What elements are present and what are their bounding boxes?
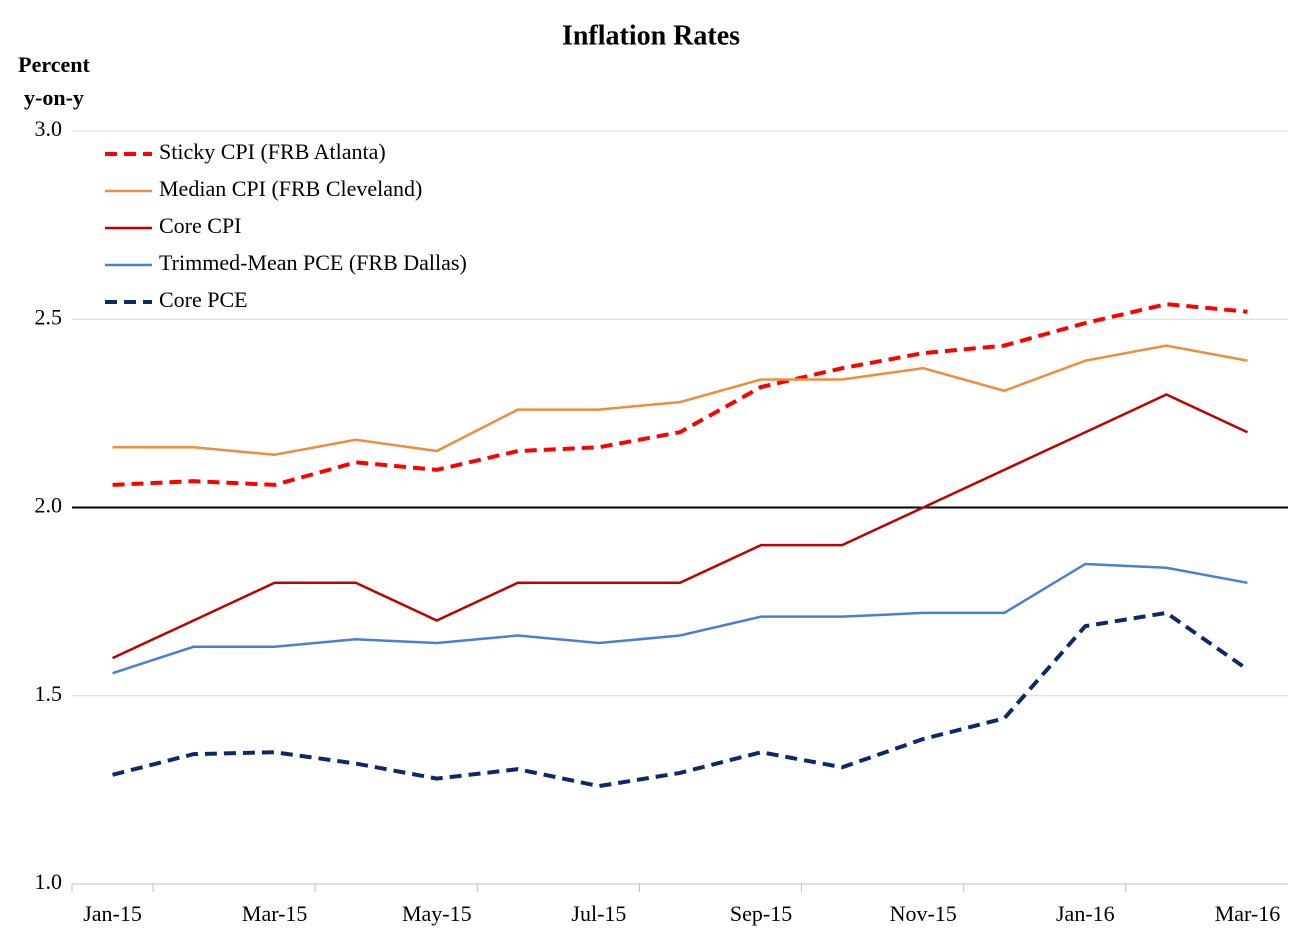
x-tick-label: Jan-15	[83, 901, 142, 926]
y-tick-label: 2.5	[35, 304, 63, 329]
x-tick-label: May-15	[402, 901, 472, 926]
x-tick-label: Mar-16	[1215, 901, 1281, 926]
series-line	[112, 344, 1248, 457]
y-axis-label: Percent	[18, 52, 90, 77]
series-line	[112, 393, 1248, 660]
x-tick-label: Mar-15	[242, 901, 308, 926]
y-tick-label: 2.0	[35, 493, 63, 518]
x-tick-label: Nov-15	[890, 901, 957, 926]
series-line	[112, 562, 1248, 675]
y-tick-label: 3.0	[35, 116, 63, 141]
series-line	[112, 302, 1248, 487]
x-tick-label: Sep-15	[730, 901, 792, 926]
chart-title: Inflation Rates	[562, 20, 740, 51]
legend-label: Core PCE	[159, 287, 248, 312]
legend-label: Sticky CPI (FRB Atlanta)	[159, 139, 386, 164]
series-line	[112, 610, 1249, 789]
x-tick-label: Jan-16	[1056, 901, 1115, 926]
legend-label: Core CPI	[159, 213, 242, 238]
y-tick-label: 1.5	[35, 681, 63, 706]
y-axis-label: y-on-y	[24, 85, 84, 110]
y-tick-label: 1.0	[35, 869, 63, 894]
legend-label: Trimmed-Mean PCE (FRB Dallas)	[159, 250, 467, 275]
legend-label: Median CPI (FRB Cleveland)	[159, 176, 422, 201]
x-tick-label: Jul-15	[571, 901, 626, 926]
